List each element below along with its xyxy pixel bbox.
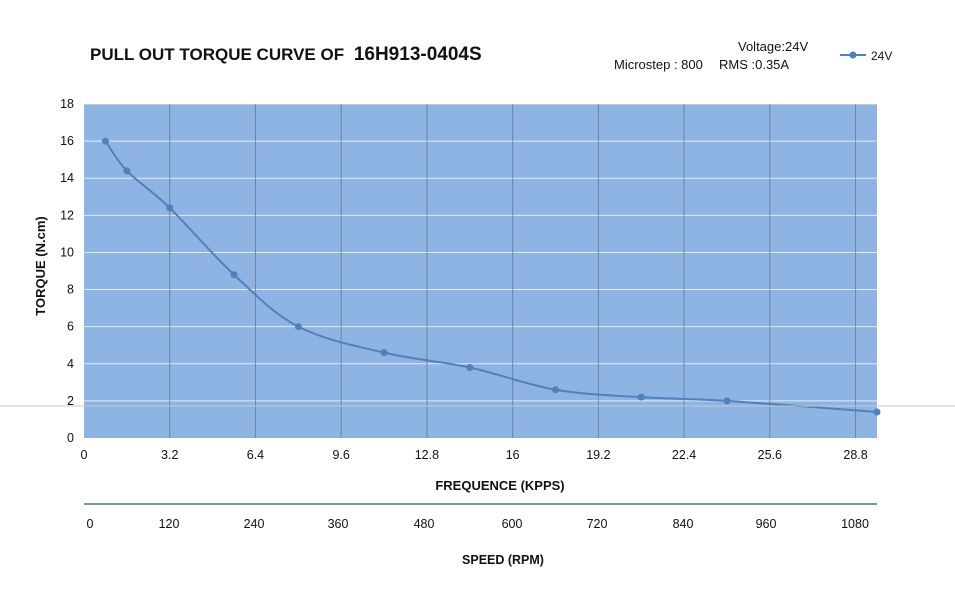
x-tick-label: 25.6 <box>758 448 782 462</box>
y-tick-label: 0 <box>67 431 74 445</box>
chart-title-model: 16H913-0404S <box>354 44 482 65</box>
info-microstep: Microstep : 800 <box>614 57 703 72</box>
y-tick-label: 4 <box>67 357 74 371</box>
speed-tick-label: 480 <box>414 517 435 531</box>
x-tick-label: 3.2 <box>161 448 178 462</box>
y-tick-labels: 0 2 4 6 8 10 12 14 16 18 <box>60 97 74 445</box>
x-tick-label: 9.6 <box>332 448 349 462</box>
legend: 24V <box>840 49 892 63</box>
data-point <box>873 408 881 416</box>
legend-entry: 24V <box>871 49 892 63</box>
x-tick-label: 22.4 <box>672 448 696 462</box>
x-tick-label: 6.4 <box>247 448 264 462</box>
y-tick-label: 2 <box>67 394 74 408</box>
info-rms: RMS :0.35A <box>719 57 789 72</box>
data-point <box>552 386 560 394</box>
y-tick-label: 8 <box>67 283 74 297</box>
x-tick-label: 16 <box>506 448 520 462</box>
data-point <box>166 204 174 212</box>
horizontal-gridlines <box>84 103 877 402</box>
y-tick-label: 16 <box>60 134 74 148</box>
speed-tick-label: 120 <box>159 517 180 531</box>
info-voltage: Voltage:24V <box>738 39 808 54</box>
y-tick-label: 18 <box>60 97 74 111</box>
speed-axis-title: SPEED (RPM) <box>462 553 544 567</box>
chart-title-text: PULL OUT TORQUE CURVE OF <box>90 45 344 64</box>
speed-tick-label: 1080 <box>841 517 869 531</box>
data-point <box>466 363 474 371</box>
y-tick-label: 6 <box>67 320 74 334</box>
speed-tick-label: 840 <box>673 517 694 531</box>
data-point <box>294 323 302 331</box>
data-point <box>723 397 731 405</box>
speed-tick-label: 0 <box>87 517 94 531</box>
data-point <box>123 167 131 175</box>
x-tick-labels: 0 3.2 6.4 9.6 12.8 16 19.2 22.4 25.6 28.8 <box>81 448 868 462</box>
y-axis-title: TORQUE (N.cm) <box>33 216 48 315</box>
y-tick-label: 12 <box>60 208 74 222</box>
data-point <box>380 349 388 357</box>
vertical-gridlines <box>169 104 857 438</box>
x-tick-label: 0 <box>81 448 88 462</box>
series-layer <box>101 137 881 416</box>
speed-tick-label: 960 <box>756 517 777 531</box>
data-point <box>230 271 238 279</box>
legend-marker <box>849 51 857 59</box>
data-point <box>101 137 109 145</box>
speed-tick-label: 360 <box>328 517 349 531</box>
x-tick-label: 19.2 <box>586 448 610 462</box>
speed-tick-label: 600 <box>502 517 523 531</box>
y-tick-label: 14 <box>60 171 74 185</box>
speed-tick-label: 720 <box>587 517 608 531</box>
y-tick-label: 10 <box>60 245 74 259</box>
speed-tick-label: 240 <box>244 517 265 531</box>
x-tick-label: 12.8 <box>415 448 439 462</box>
data-point <box>637 393 645 401</box>
chart-title: PULL OUT TORQUE CURVE OF 16H913-0404S <box>90 44 482 65</box>
speed-tick-labels: 0 120 240 360 480 600 720 840 960 1080 <box>87 517 869 531</box>
x-axis-title: FREQUENCE (KPPS) <box>435 478 564 493</box>
plot-area <box>84 104 877 438</box>
x-tick-label: 28.8 <box>843 448 867 462</box>
